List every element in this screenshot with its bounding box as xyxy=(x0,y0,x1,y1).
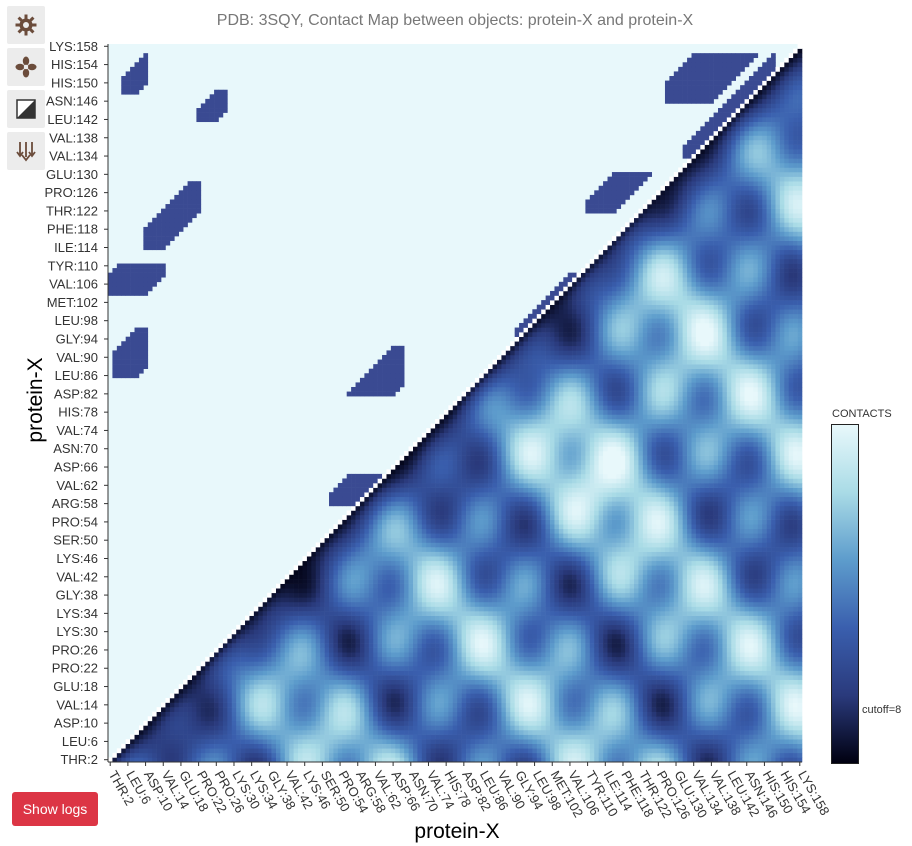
y-tick-label: LYS:34 xyxy=(56,606,98,621)
contrast-button[interactable] xyxy=(7,90,45,128)
y-tick-label: TYR:110 xyxy=(48,258,98,273)
legend-colorbar xyxy=(831,424,859,764)
y-tick-label: LYS:30 xyxy=(56,624,98,639)
y-tick-label: VAL:74 xyxy=(56,423,98,438)
y-tick-label: VAL:138 xyxy=(49,130,98,145)
y-tick-label: LYS:158 xyxy=(49,39,98,54)
y-tick-label: VAL:106 xyxy=(49,277,98,292)
y-tick-labels: THR:2 LEU:6 ASP:10 VAL:14 GLU:18 PRO:22 PRO:26… xyxy=(45,39,108,767)
y-tick-label: LEU:6 xyxy=(62,734,98,749)
y-tick-label: ARG:58 xyxy=(52,496,98,511)
chart-title: PDB: 3SQY, Contact Map between objects: … xyxy=(216,12,694,29)
y-tick-label: PRO:126 xyxy=(45,185,98,200)
y-tick-label: GLU:130 xyxy=(46,167,98,182)
y-tick-label: VAL:14 xyxy=(56,697,98,712)
y-tick-label: GLU:18 xyxy=(53,679,98,694)
y-tick-label: ILE:114 xyxy=(54,240,98,255)
y-tick-label: VAL:90 xyxy=(56,350,98,365)
contrast-icon xyxy=(16,99,36,119)
x-axis-title: protein-X xyxy=(414,820,499,843)
y-tick-label: PRO:26 xyxy=(52,642,98,657)
export-button[interactable] xyxy=(7,132,45,170)
y-tick-label: MET:102 xyxy=(47,295,98,310)
y-tick-label: HIS:78 xyxy=(58,405,98,420)
y-tick-label: LEU:142 xyxy=(47,112,98,127)
y-tick-label: SER:50 xyxy=(53,533,98,548)
legend-title: CONTACTS xyxy=(832,408,892,420)
arrows-down-icon xyxy=(16,142,36,162)
x-tick-labels: THR:2LEU:6ASP:10VAL:14GLU:18PRO:22PRO:26… xyxy=(106,762,833,822)
y-tick-label: LEU:98 xyxy=(55,313,98,328)
y-tick-label: ASN:146 xyxy=(46,94,98,109)
legend-cutoff: cutoff=8 xyxy=(862,704,902,716)
y-tick-label: GLY:38 xyxy=(56,588,98,603)
y-tick-label: HIS:154 xyxy=(51,57,98,72)
y-tick-label: THR:122 xyxy=(46,203,98,218)
settings-button[interactable] xyxy=(7,6,45,44)
y-tick-label: PHE:118 xyxy=(47,222,98,237)
y-tick-label: THR:2 xyxy=(60,752,98,767)
y-tick-label: ASN:70 xyxy=(53,441,98,456)
show-logs-button[interactable]: Show logs xyxy=(12,792,98,826)
y-tick-label: VAL:62 xyxy=(56,478,98,493)
flower-button[interactable] xyxy=(7,48,45,86)
y-tick-label: LYS:46 xyxy=(56,551,98,566)
gear-icon xyxy=(15,14,37,36)
y-tick-label: HIS:150 xyxy=(51,75,98,90)
flower-icon xyxy=(15,56,37,78)
y-tick-label: GLY:94 xyxy=(56,331,98,346)
y-tick-label: LEU:86 xyxy=(55,368,98,383)
y-axis-title: protein-X xyxy=(24,357,47,442)
toolbar xyxy=(7,6,45,174)
y-tick-label: ASP:82 xyxy=(54,386,98,401)
y-tick-label: PRO:54 xyxy=(52,514,98,529)
y-tick-label: ASP:66 xyxy=(54,460,98,475)
y-tick-label: VAL:42 xyxy=(56,569,98,584)
y-tick-label: VAL:134 xyxy=(49,149,98,164)
heatmap-cells xyxy=(108,44,803,763)
y-tick-label: PRO:22 xyxy=(52,661,98,676)
y-tick-label: ASP:10 xyxy=(54,716,98,731)
